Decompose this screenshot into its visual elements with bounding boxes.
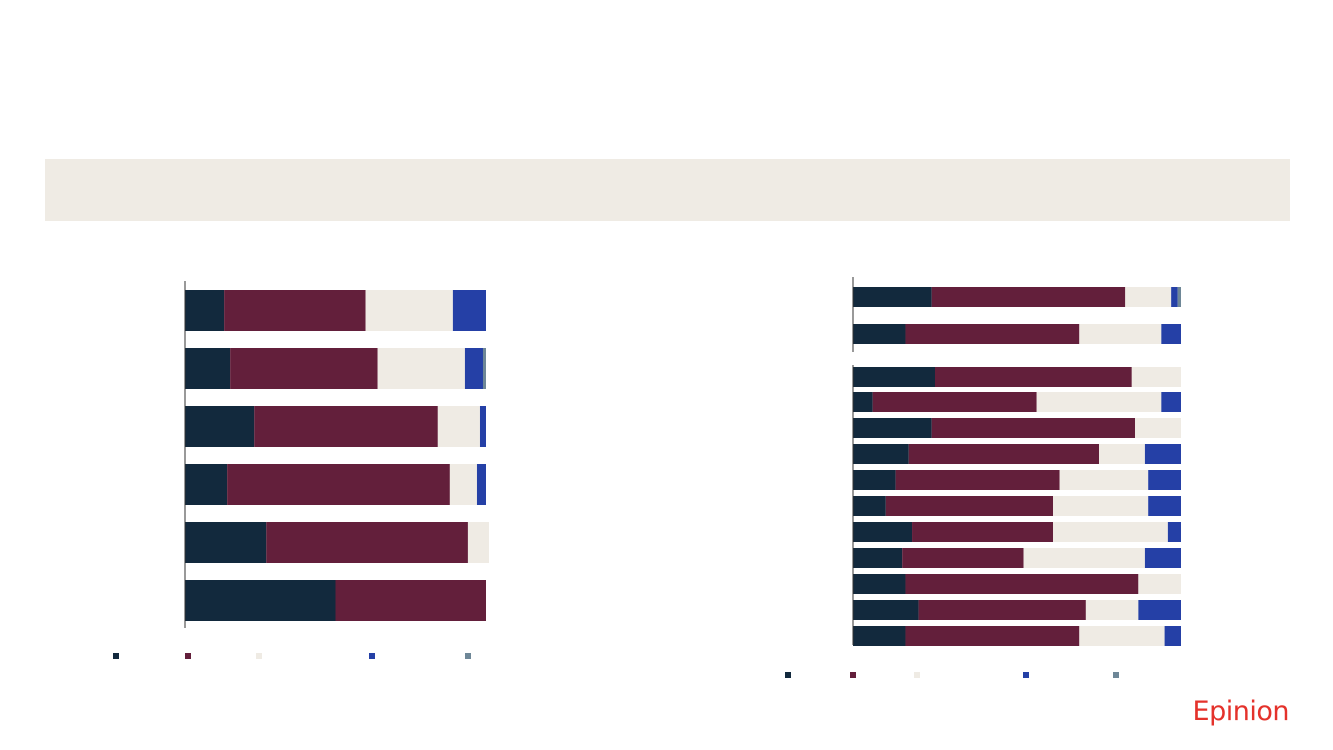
bar-segment [1167, 522, 1181, 542]
bar-segment [918, 600, 1086, 620]
bar-segment [185, 290, 225, 331]
bar-segment [467, 522, 490, 563]
bar-segment [1053, 522, 1168, 542]
bar-segment [1125, 287, 1172, 307]
bar-segment [335, 580, 486, 621]
bar-segment [476, 464, 486, 505]
bar-segment [1148, 496, 1181, 516]
bar-segment [1079, 626, 1165, 646]
bar-segment [905, 324, 1080, 344]
legend-swatch [914, 672, 920, 678]
bar-segment [853, 444, 909, 464]
bar-segment [902, 548, 1024, 568]
bar-segment [1099, 444, 1145, 464]
bar-segment [377, 348, 465, 389]
bar-segment [479, 406, 486, 447]
bar-segment [1144, 548, 1181, 568]
bar-segment [853, 324, 906, 344]
bar-segment [185, 522, 267, 563]
bar-segment [853, 626, 906, 646]
bar-segment [1161, 392, 1181, 412]
bar-segment [853, 470, 896, 490]
legend-swatch [256, 653, 262, 659]
bar-segment [853, 548, 903, 568]
bar-segment [853, 287, 932, 307]
bar-segment [365, 290, 453, 331]
bar-segment [885, 496, 1054, 516]
bar-segment [1131, 367, 1181, 387]
bar-segment [853, 496, 886, 516]
bar-segment [185, 464, 228, 505]
bar-segment [230, 348, 378, 389]
bar-segment [1079, 324, 1162, 344]
bar-segment [185, 406, 255, 447]
bar-segment [853, 367, 935, 387]
bar-segment [935, 367, 1132, 387]
bar-segment [853, 600, 919, 620]
bar-segment [895, 470, 1060, 490]
bar-segment [905, 626, 1080, 646]
bar-segment [482, 348, 486, 389]
bar-segment [1177, 287, 1181, 307]
logo: Epinion [1192, 696, 1290, 727]
bar-segment [853, 418, 932, 438]
bar-segment [464, 348, 483, 389]
bar-segment [1085, 600, 1139, 620]
bar-segment [853, 392, 873, 412]
bar-segment [185, 580, 336, 621]
bar-segment [224, 290, 366, 331]
bar-segment [1135, 418, 1181, 438]
legend-swatch [465, 653, 471, 659]
bar-segment [912, 522, 1054, 542]
bar-segment [1164, 626, 1181, 646]
bar-segment [905, 574, 1139, 594]
bar-segment [185, 348, 231, 389]
bar-segment [1144, 444, 1181, 464]
bar-segment [853, 574, 906, 594]
bar-segment [1053, 496, 1149, 516]
legend-swatch [850, 672, 856, 678]
bar-segment [1036, 392, 1162, 412]
bar-segment [449, 464, 477, 505]
legend-swatch [785, 672, 791, 678]
bar-segment [908, 444, 1099, 464]
legend-swatch [185, 653, 191, 659]
bar-segment [1148, 470, 1181, 490]
legend-swatch [1113, 672, 1119, 678]
bar-segment [853, 522, 913, 542]
legend-swatch [369, 653, 375, 659]
bar-segment [872, 392, 1037, 412]
bar-segment [452, 290, 486, 331]
bar-segment [1138, 600, 1181, 620]
bar-segment [437, 406, 480, 447]
bar-segment [227, 464, 450, 505]
bar-segment [266, 522, 468, 563]
bar-segment [1023, 548, 1145, 568]
header-banner [45, 159, 1290, 221]
bar-segment [931, 418, 1136, 438]
legend-swatch [113, 653, 119, 659]
bar-segment [1059, 470, 1149, 490]
bar-segment [1171, 287, 1178, 307]
bar-segment [1138, 574, 1181, 594]
bar-segment [254, 406, 438, 447]
legend-swatch [1023, 672, 1029, 678]
bar-segment [1161, 324, 1181, 344]
bar-segment [931, 287, 1126, 307]
